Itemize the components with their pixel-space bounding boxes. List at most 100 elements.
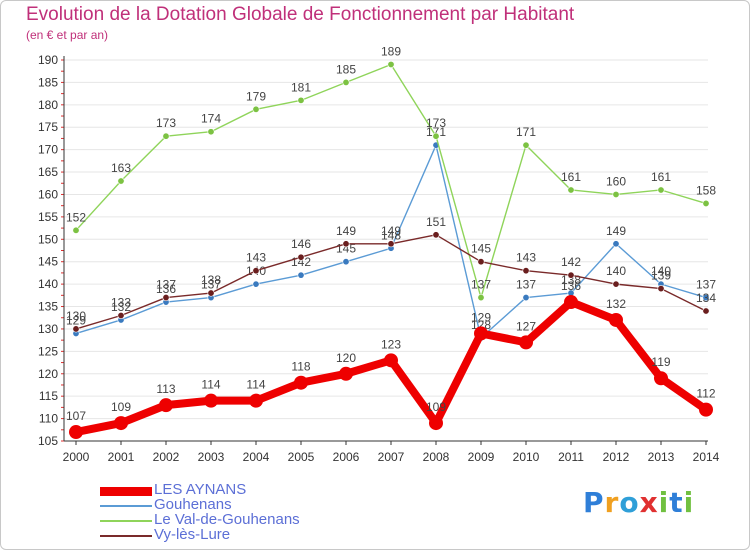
- data-point-gouhenans: [612, 240, 620, 248]
- data-point-le-val-de-gouhenans: [117, 177, 125, 185]
- data-point-les-aynans: [204, 393, 218, 408]
- y-tick-label: 175: [38, 120, 58, 134]
- data-label-gouhenans: 129: [66, 313, 86, 327]
- data-label-vy-l-s-lure: 151: [426, 215, 446, 229]
- data-label-le-val-de-gouhenans: 161: [561, 170, 581, 184]
- y-tick-label: 160: [38, 187, 58, 201]
- data-point-le-val-de-gouhenans: [387, 60, 395, 68]
- logo-letter: r: [604, 486, 620, 519]
- data-label-vy-l-s-lure: 142: [561, 255, 581, 269]
- x-tick-label: 2013: [648, 450, 675, 464]
- data-label-les-aynans: 113: [156, 382, 175, 396]
- data-point-le-val-de-gouhenans: [207, 128, 215, 136]
- y-tick-label: 190: [38, 53, 58, 67]
- data-label-gouhenans: 128: [471, 318, 491, 332]
- data-label-les-aynans: 129: [471, 310, 491, 324]
- data-label-le-val-de-gouhenans: 137: [471, 278, 491, 292]
- data-label-vy-l-s-lure: 143: [516, 251, 536, 265]
- data-point-les-aynans: [519, 335, 533, 350]
- data-label-les-aynans: 123: [381, 337, 401, 351]
- data-label-les-aynans: 114: [201, 378, 220, 392]
- data-point-les-aynans: [654, 371, 668, 386]
- chart-title: Evolution de la Dotation Globale de Fonc…: [26, 4, 575, 25]
- y-tick-label: 110: [39, 412, 58, 426]
- data-label-les-aynans: 127: [516, 319, 536, 333]
- data-label-le-val-de-gouhenans: 171: [516, 125, 536, 139]
- data-point-vy-l-s-lure: [162, 294, 170, 302]
- y-tick-label: 140: [38, 277, 58, 291]
- logo-letter: x: [639, 486, 659, 519]
- data-point-gouhenans: [702, 294, 710, 302]
- data-point-vy-l-s-lure: [612, 280, 620, 288]
- legend-swatch: [100, 535, 152, 537]
- data-label-le-val-de-gouhenans: 181: [291, 80, 311, 94]
- data-label-vy-l-s-lure: 138: [201, 273, 221, 287]
- y-tick-label: 180: [38, 98, 58, 112]
- data-point-le-val-de-gouhenans: [477, 294, 485, 302]
- data-point-le-val-de-gouhenans: [342, 78, 350, 86]
- data-label-le-val-de-gouhenans: 173: [426, 116, 446, 130]
- data-label-le-val-de-gouhenans: 174: [201, 112, 221, 126]
- logo-letter: o: [619, 486, 640, 519]
- data-point-vy-l-s-lure: [657, 285, 665, 293]
- data-label-gouhenans: 148: [381, 228, 401, 242]
- y-tick-label: 115: [39, 389, 58, 403]
- data-point-le-val-de-gouhenans: [567, 186, 575, 194]
- y-tick-label: 165: [38, 165, 58, 179]
- data-point-les-aynans: [564, 295, 578, 310]
- data-label-vy-l-s-lure: 133: [111, 295, 131, 309]
- data-label-vy-l-s-lure: 149: [381, 224, 401, 238]
- x-tick-label: 2007: [378, 450, 405, 464]
- data-point-le-val-de-gouhenans: [657, 186, 665, 194]
- data-label-les-aynans: 109: [111, 400, 131, 414]
- data-label-le-val-de-gouhenans: 189: [381, 44, 401, 58]
- data-label-gouhenans: 132: [111, 300, 131, 314]
- data-point-le-val-de-gouhenans: [252, 105, 260, 113]
- data-point-vy-l-s-lure: [72, 325, 80, 333]
- data-point-les-aynans: [384, 353, 398, 368]
- y-tick-label: 145: [38, 255, 58, 269]
- data-point-le-val-de-gouhenans: [72, 226, 80, 234]
- x-tick-label: 2010: [513, 450, 540, 464]
- data-point-le-val-de-gouhenans: [432, 132, 440, 140]
- data-point-vy-l-s-lure: [297, 253, 305, 261]
- legend-item-le-val-de-gouhenans: Le Val-de-Gouhenans: [100, 511, 360, 529]
- data-point-vy-l-s-lure: [252, 267, 260, 275]
- x-tick-label: 2008: [423, 450, 450, 464]
- x-tick-label: 2006: [333, 450, 360, 464]
- data-point-les-aynans: [294, 375, 308, 390]
- x-tick-label: 2001: [108, 450, 135, 464]
- data-label-vy-l-s-lure: 143: [246, 251, 266, 265]
- legend-swatch: [100, 520, 152, 522]
- data-point-vy-l-s-lure: [117, 311, 125, 319]
- data-point-gouhenans: [252, 280, 260, 288]
- chart-legend: LES AYNANS Gouhenans Le Val-de-Gouhenans Vy…: [100, 481, 360, 544]
- x-tick-label: 2009: [468, 450, 495, 464]
- data-point-le-val-de-gouhenans: [702, 199, 710, 207]
- logo-letter: t: [669, 486, 684, 519]
- legend-swatch: [100, 486, 152, 496]
- logo-letter: P: [583, 486, 605, 519]
- data-label-les-aynans: 136: [561, 279, 581, 293]
- x-tick-label: 2011: [558, 450, 584, 464]
- data-label-les-aynans: 120: [336, 351, 356, 365]
- legend-label: Vy-lès-Lure: [154, 526, 231, 543]
- data-point-vy-l-s-lure: [567, 271, 575, 279]
- legend-item-gouhenans: Gouhenans: [100, 496, 360, 514]
- x-tick-label: 2014: [693, 450, 720, 464]
- y-tick-label: 170: [38, 143, 58, 157]
- y-tick-label: 135: [38, 300, 58, 314]
- data-label-les-aynans: 119: [651, 355, 670, 369]
- x-tick-label: 2005: [288, 450, 315, 464]
- legend-label: Le Val-de-Gouhenans: [154, 511, 300, 528]
- logo-letter: i: [683, 486, 695, 519]
- data-label-vy-l-s-lure: 139: [651, 269, 671, 283]
- y-tick-label: 125: [38, 344, 58, 358]
- data-label-le-val-de-gouhenans: 152: [66, 210, 86, 224]
- data-label-vy-l-s-lure: 130: [66, 309, 86, 323]
- data-label-vy-l-s-lure: 149: [336, 224, 356, 238]
- data-label-les-aynans: 118: [291, 360, 310, 374]
- data-label-vy-l-s-lure: 137: [156, 278, 176, 292]
- data-point-vy-l-s-lure: [522, 267, 530, 275]
- proxiti-logo: Proxiti: [583, 486, 694, 519]
